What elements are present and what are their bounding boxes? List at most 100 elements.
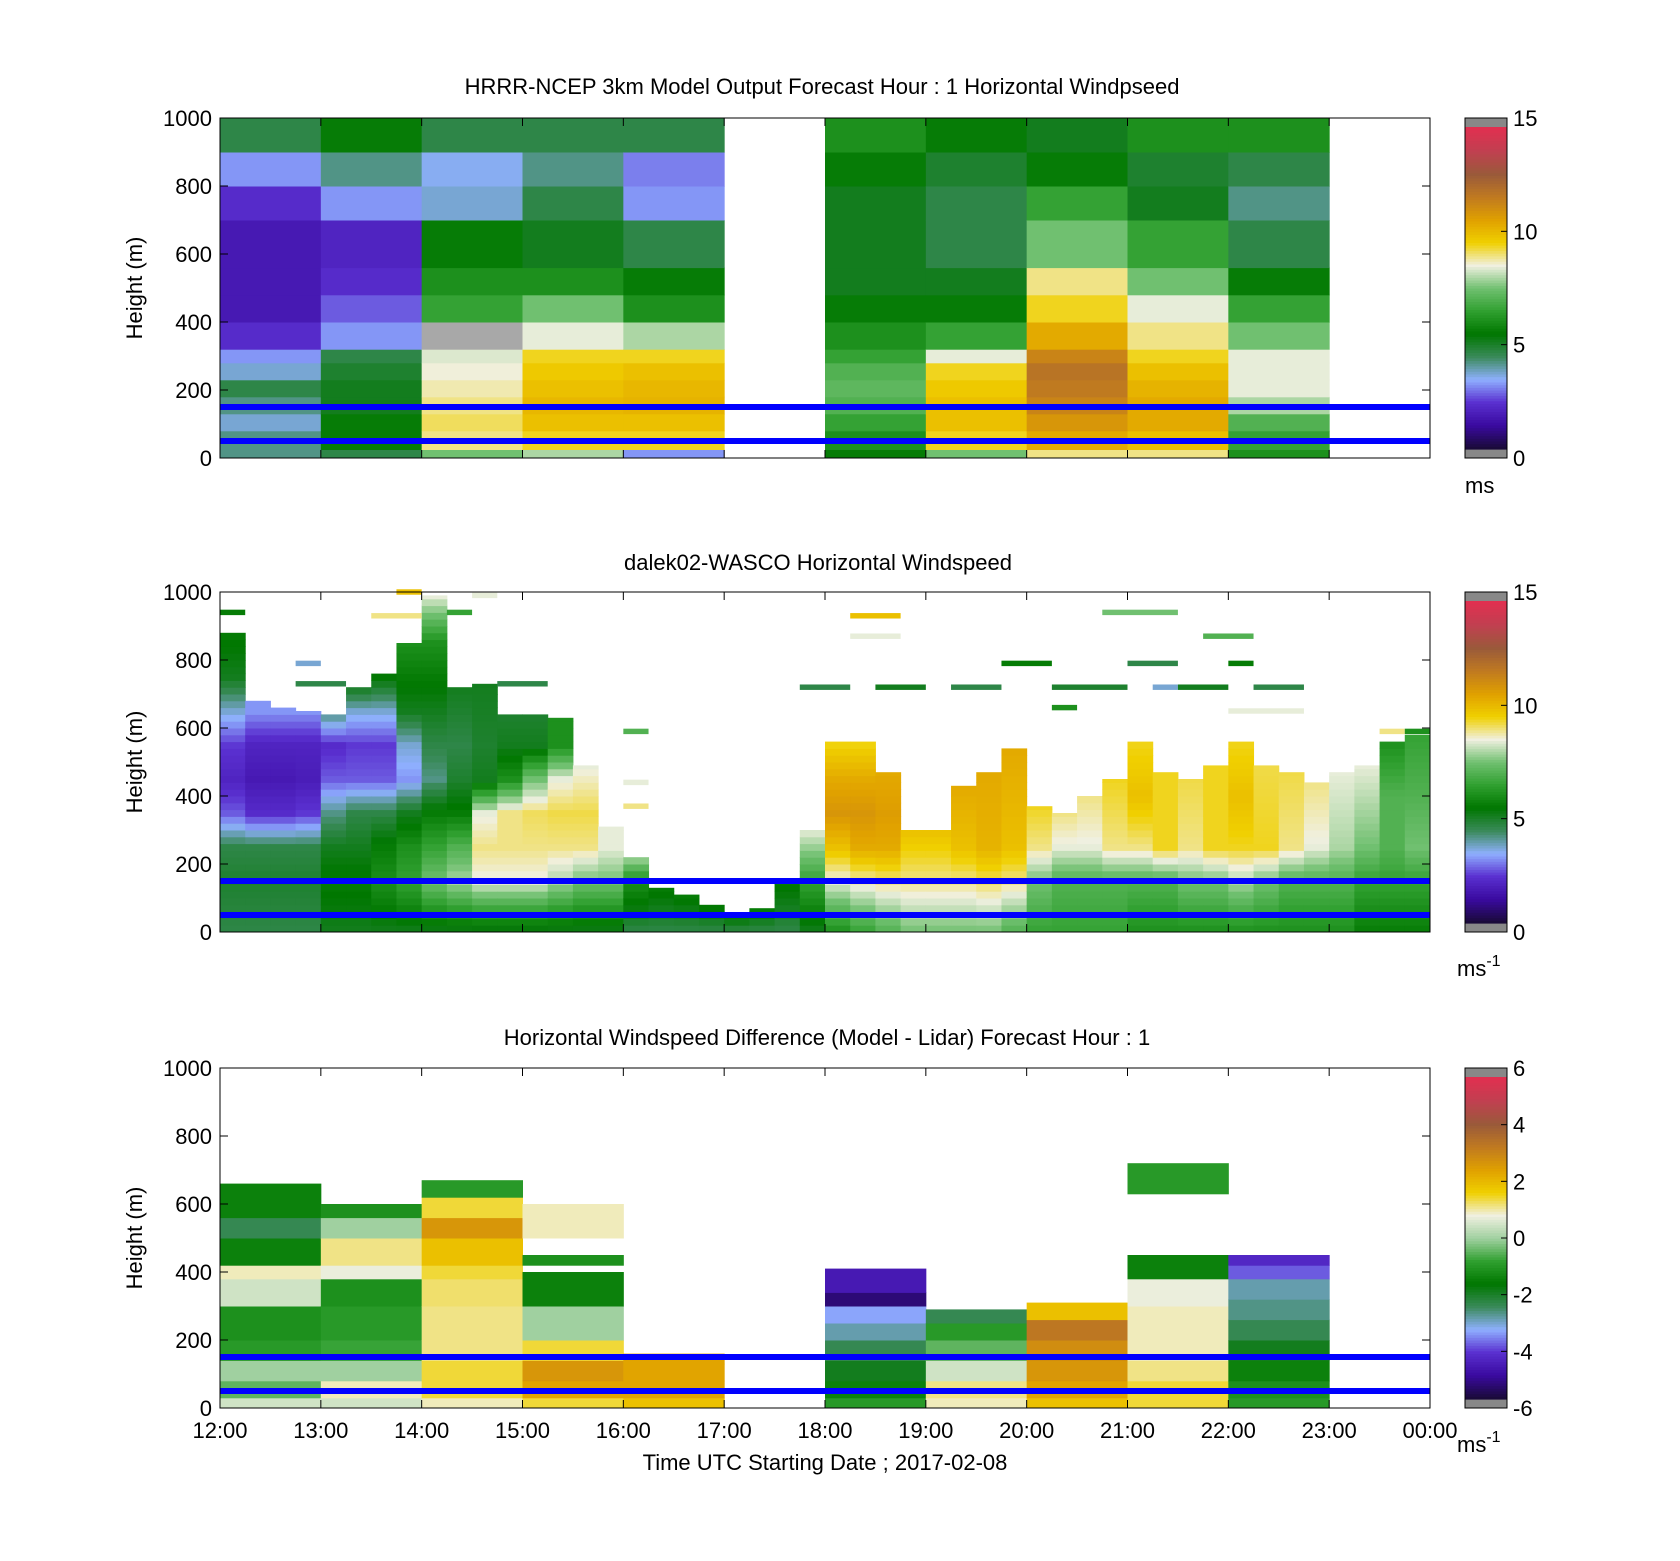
heatmap-cell <box>825 294 927 323</box>
heatmap-cell <box>1379 789 1406 797</box>
heatmap-cell <box>1152 782 1179 790</box>
colorbar-swatch <box>1465 411 1507 415</box>
heatmap-cell <box>1177 830 1204 838</box>
colorbar-tick-label: 10 <box>1513 693 1537 718</box>
heatmap-cell <box>421 413 523 432</box>
heatmap-cell <box>1228 823 1255 831</box>
heatmap-cell <box>1303 904 1330 913</box>
heatmap-strip <box>1379 728 1405 735</box>
heatmap-cell <box>1278 843 1305 851</box>
heatmap-cell <box>320 925 347 933</box>
heatmap-cell <box>421 870 448 879</box>
heatmap-cell <box>1228 1360 1330 1382</box>
heatmap-cell <box>547 864 574 872</box>
heatmap-cell <box>1177 904 1204 913</box>
heatmap-cell <box>421 809 448 817</box>
heatmap-cell <box>320 220 423 269</box>
heatmap-cell <box>1026 870 1053 879</box>
heatmap-cell <box>1278 772 1305 777</box>
heatmap-cell <box>1379 823 1406 831</box>
heatmap-cell <box>1278 775 1305 783</box>
heatmap-cell <box>371 748 397 756</box>
heatmap-cell <box>497 823 523 831</box>
heatmap-cell <box>900 843 927 851</box>
heatmap-cell <box>850 782 876 790</box>
heatmap-cell <box>421 802 448 811</box>
panel-difference: Horizontal Windspeed Difference (Model -… <box>122 1025 1533 1475</box>
heatmap-cell <box>472 789 498 797</box>
heatmap-cell <box>875 782 902 790</box>
heatmap-cell <box>371 721 397 729</box>
heatmap-strip <box>371 613 422 619</box>
heatmap-cell <box>320 413 423 432</box>
heatmap-cell <box>245 775 271 783</box>
heatmap-cell <box>522 413 624 432</box>
heatmap-cell <box>446 891 473 899</box>
heatmap-cell <box>1303 898 1330 906</box>
heatmap-cell <box>1127 816 1154 824</box>
heatmap-cell <box>220 449 322 459</box>
colorbar-swatch <box>1465 614 1507 618</box>
heatmap-cell <box>1127 741 1154 749</box>
heatmap-strip <box>497 681 548 687</box>
heatmap-cell <box>875 904 902 913</box>
heatmap-cell <box>497 775 523 783</box>
y-tick-label: 400 <box>175 310 212 335</box>
heatmap-cell <box>572 830 599 838</box>
heatmap-cell <box>547 823 574 831</box>
heatmap-cell <box>497 925 523 933</box>
heatmap-cell <box>900 891 927 899</box>
colorbar-swatch <box>1465 1085 1507 1089</box>
heatmap-cell <box>1127 925 1154 933</box>
heatmap-cell <box>1404 823 1431 831</box>
heatmap-cell <box>547 891 574 899</box>
colorbar-swatch <box>1465 837 1507 841</box>
heatmap-cell <box>1001 857 1028 865</box>
heatmap-cell <box>1379 850 1406 858</box>
heatmap-cell <box>396 643 423 647</box>
heatmap-cell <box>270 816 297 824</box>
colorbar-swatch <box>1465 255 1507 260</box>
colorbar-swatch <box>1465 145 1507 150</box>
heatmap-cell <box>220 660 246 668</box>
colorbar-swatch <box>1465 863 1507 868</box>
heatmap-cell <box>572 857 599 865</box>
colorbar-swatch <box>1465 159 1507 163</box>
heatmap-cell <box>850 836 876 845</box>
heatmap-cell <box>875 830 902 838</box>
heatmap-cell <box>1354 836 1381 845</box>
heatmap-cell <box>875 891 902 899</box>
colorbar-swatch <box>1465 850 1507 854</box>
heatmap-cell <box>1354 775 1381 783</box>
colorbar-swatch <box>1465 320 1507 324</box>
colorbar-swatch <box>1465 700 1507 704</box>
heatmap-cell <box>1177 843 1204 851</box>
heatmap-cell <box>497 857 523 865</box>
heatmap-cell <box>547 918 574 926</box>
heatmap-cell <box>825 768 851 777</box>
heatmap-cell <box>850 884 876 892</box>
heatmap-cell <box>421 118 523 153</box>
heatmap-cell <box>446 768 473 777</box>
heatmap-cell <box>320 884 347 892</box>
heatmap-cell <box>396 768 423 777</box>
heatmap-cell <box>396 714 423 722</box>
colorbar-swatch <box>1465 657 1507 661</box>
heatmap-cell <box>1329 904 1355 913</box>
heatmap-cell <box>220 1265 322 1280</box>
heatmap-cell <box>799 870 826 879</box>
heatmap-cell <box>1278 918 1305 926</box>
heatmap-cell <box>1001 884 1028 892</box>
heatmap-cell <box>446 904 473 913</box>
heatmap-cell <box>421 884 448 892</box>
colorbar-swatch <box>1465 756 1507 760</box>
heatmap-cell <box>295 741 322 749</box>
colorbar-swatch <box>1465 770 1507 774</box>
heatmap-cell <box>245 728 271 736</box>
heatmap-cell <box>472 809 498 817</box>
heatmap-cell <box>472 775 498 783</box>
heatmap-cell <box>1329 830 1355 838</box>
heatmap-cell <box>1152 898 1179 906</box>
heatmap-cell <box>1303 830 1330 838</box>
heatmap-cell <box>320 918 347 926</box>
